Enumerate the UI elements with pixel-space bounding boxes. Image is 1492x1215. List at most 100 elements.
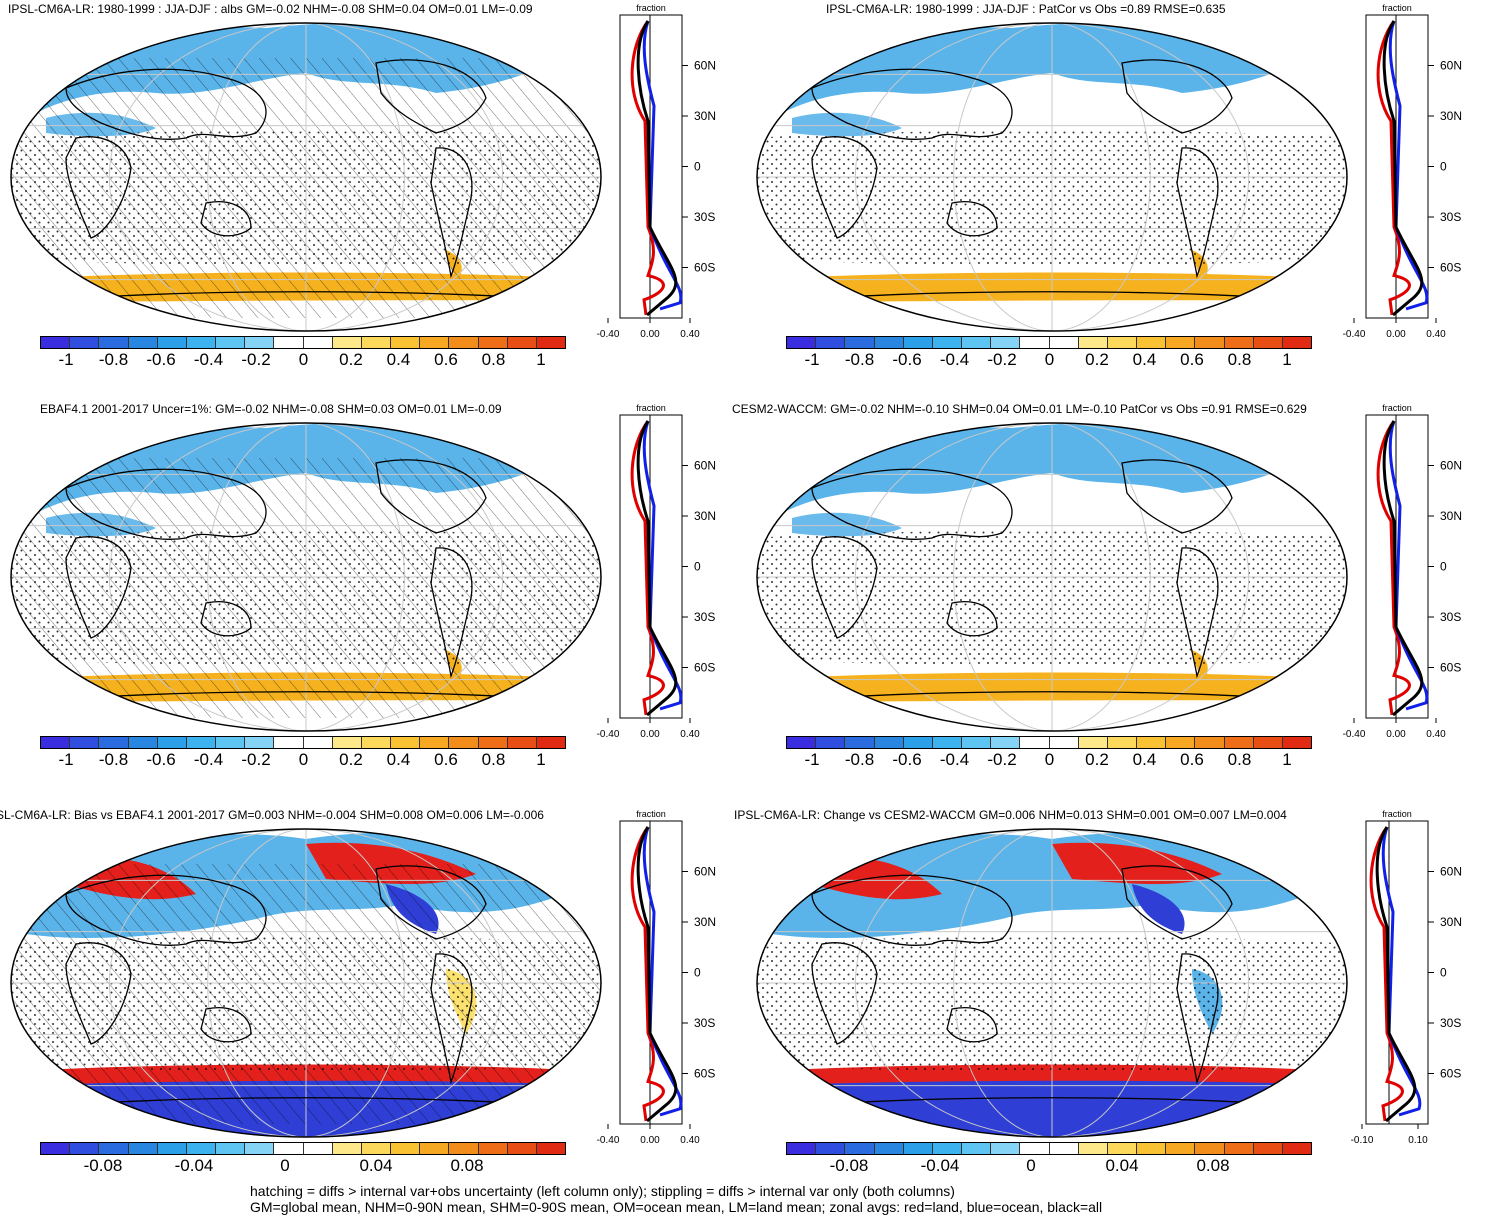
x-tick-label: 0.00 [640, 329, 660, 340]
north-america-outline [375, 865, 487, 940]
colorbar-swatch [507, 1143, 537, 1154]
panel-change-vs-cesm2: IPSL-CM6A-LR: Change vs CESM2-WACCM GM=0… [734, 806, 1492, 1206]
colorbar-label: -0.2 [241, 750, 271, 769]
zonal-frame [1365, 820, 1429, 1125]
colorbar-label: 0.08 [450, 1156, 484, 1175]
colorbar-swatch [1166, 737, 1196, 748]
colorbar-swatch [449, 337, 479, 348]
lat-tick-label: 60S [1440, 1067, 1461, 1081]
graticule [11, 23, 601, 331]
colorbar-label: -0.4 [193, 350, 224, 369]
north-america-outline [1121, 459, 1233, 534]
colorbar-swatch [845, 1143, 875, 1154]
colorbar-swatch [41, 1143, 71, 1154]
zonal-average-plot: fraction 60N 30N 0 30S 60S -0.40 0.00 0.40 [597, 809, 716, 1146]
north-america-outline [1121, 865, 1233, 940]
graticule [757, 829, 1347, 1137]
colorbar-swatch [932, 337, 963, 348]
colorbar-labels: -1 -0.8 -0.6 -0.4 -0.2 0 0.2 0.4 0.6 0.8 1 [786, 750, 1312, 770]
x-tick-label: 0.00 [640, 729, 660, 740]
colorbar-swatch [991, 1143, 1021, 1154]
colorbar-swatch [1020, 337, 1050, 348]
zonal-header: fraction [636, 3, 666, 13]
colorbar-label: 0 [298, 350, 309, 369]
colorbar-labels: -0.08 -0.04 0 0.04 0.08 [40, 1156, 566, 1176]
colorbar-label: 0.4 [1132, 750, 1157, 769]
x-tick-label: -0.40 [597, 329, 620, 340]
australia-outline [946, 601, 998, 637]
x-tick-label: -0.40 [1343, 729, 1366, 740]
longitude-line [1051, 423, 1250, 731]
eurasia-outline [811, 874, 1013, 946]
colorbar-swatch [874, 737, 904, 748]
colorbar-swatch [478, 737, 508, 748]
colorbar-swatch [99, 1143, 129, 1154]
nh-red-patch [1052, 842, 1222, 884]
south-america-outline [430, 953, 473, 1085]
colorbar-label: -0.6 [892, 750, 922, 769]
colorbar-swatches [786, 336, 1312, 349]
colorbar-swatch [962, 737, 992, 748]
lat-tick-label: 0 [1440, 160, 1447, 174]
south-america-outline [430, 147, 473, 279]
colorbar-swatches [40, 1142, 566, 1155]
colorbar-swatch [991, 737, 1021, 748]
colorbar-swatch [507, 737, 537, 748]
panel-ebaf: EBAF4.1 2001-2017 Uncer=1%: GM=-0.02 NHM… [0, 400, 746, 800]
x-tick-label: 0.40 [680, 1135, 700, 1146]
colorbar-swatch [420, 337, 450, 348]
eurasia-outline [65, 68, 267, 140]
colorbar-labels: -1 -0.8 -0.6 -0.4 -0.2 0 0.2 0.4 0.6 0.8 1 [40, 750, 566, 770]
longitude-line [1051, 23, 1151, 331]
south-america-outline [1176, 547, 1219, 679]
longitude-line [108, 423, 307, 731]
colorbar-swatch [303, 1143, 333, 1154]
colorbar-label: 0.2 [1085, 350, 1109, 369]
zonal-header: fraction [636, 403, 666, 413]
colorbar-swatch [361, 737, 392, 748]
colorbar-swatch [216, 1143, 246, 1154]
colorbar-label: -0.4 [939, 750, 970, 769]
colorbar-swatch [1078, 337, 1108, 348]
colorbar-swatch [536, 337, 566, 348]
colorbar-swatch [1137, 337, 1167, 348]
x-tick-label: -0.10 [1351, 1135, 1374, 1146]
lat-tick-label: 60S [1440, 261, 1461, 275]
colorbar-labels: -1 -0.8 -0.6 -0.4 -0.2 0 0.2 0.4 0.6 0.8 1 [40, 350, 566, 370]
lat-tick-label: 30N [1440, 915, 1462, 929]
panel-title: SL-CM6A-LR: Bias vs EBAF4.1 2001-2017 GM… [0, 808, 544, 822]
longitude-line [108, 829, 307, 1137]
longitude-line [207, 829, 307, 1137]
eurasia-outline [65, 874, 267, 946]
zonal-header: fraction [1382, 809, 1412, 819]
colorbar-label: 1 [1282, 750, 1292, 769]
world-map [756, 422, 1348, 732]
zonal-average-plot: fraction 60N 30N 0 30S 60S -0.40 0.00 0.40 [597, 403, 716, 740]
graticule [11, 423, 601, 731]
longitude-line [305, 23, 405, 331]
zonal-land-curve [1369, 826, 1404, 1122]
zonal-land-curve [630, 420, 665, 716]
colorbar-swatch [1078, 1143, 1108, 1154]
colorbar-swatch [128, 737, 158, 748]
colorbar-swatch [903, 1143, 933, 1154]
colorbar-swatch [41, 737, 71, 748]
africa-outline [65, 942, 132, 1045]
longitude-line [953, 423, 1053, 731]
panel-title: IPSL-CM6A-LR: 1980-1999 : JJA-DJF : albs… [8, 2, 533, 16]
longitude-line [305, 829, 504, 1137]
colorbar-swatch [845, 337, 875, 348]
colorbar-swatch [787, 737, 817, 748]
lat-tick-label: 30N [694, 509, 716, 523]
zonal-header: fraction [1382, 403, 1412, 413]
colorbar-swatch [449, 737, 479, 748]
north-america-outline [375, 59, 487, 134]
colorbar-swatch [245, 337, 275, 348]
longitude-line [1051, 23, 1250, 331]
colorbar-swatch [245, 737, 275, 748]
colorbar-swatch [216, 737, 246, 748]
colorbar-swatch [157, 337, 187, 348]
colorbar-label: 0 [280, 1156, 290, 1175]
colorbar-label: 0.4 [386, 350, 411, 369]
colorbar-swatch [1282, 737, 1312, 748]
